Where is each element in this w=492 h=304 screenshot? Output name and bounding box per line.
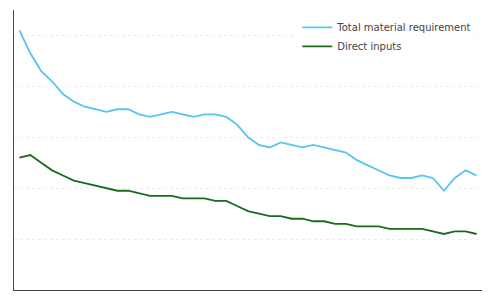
svg-text:Direct inputs: Direct inputs [337,41,401,52]
svg-text:Total material requirement: Total material requirement [336,22,470,33]
